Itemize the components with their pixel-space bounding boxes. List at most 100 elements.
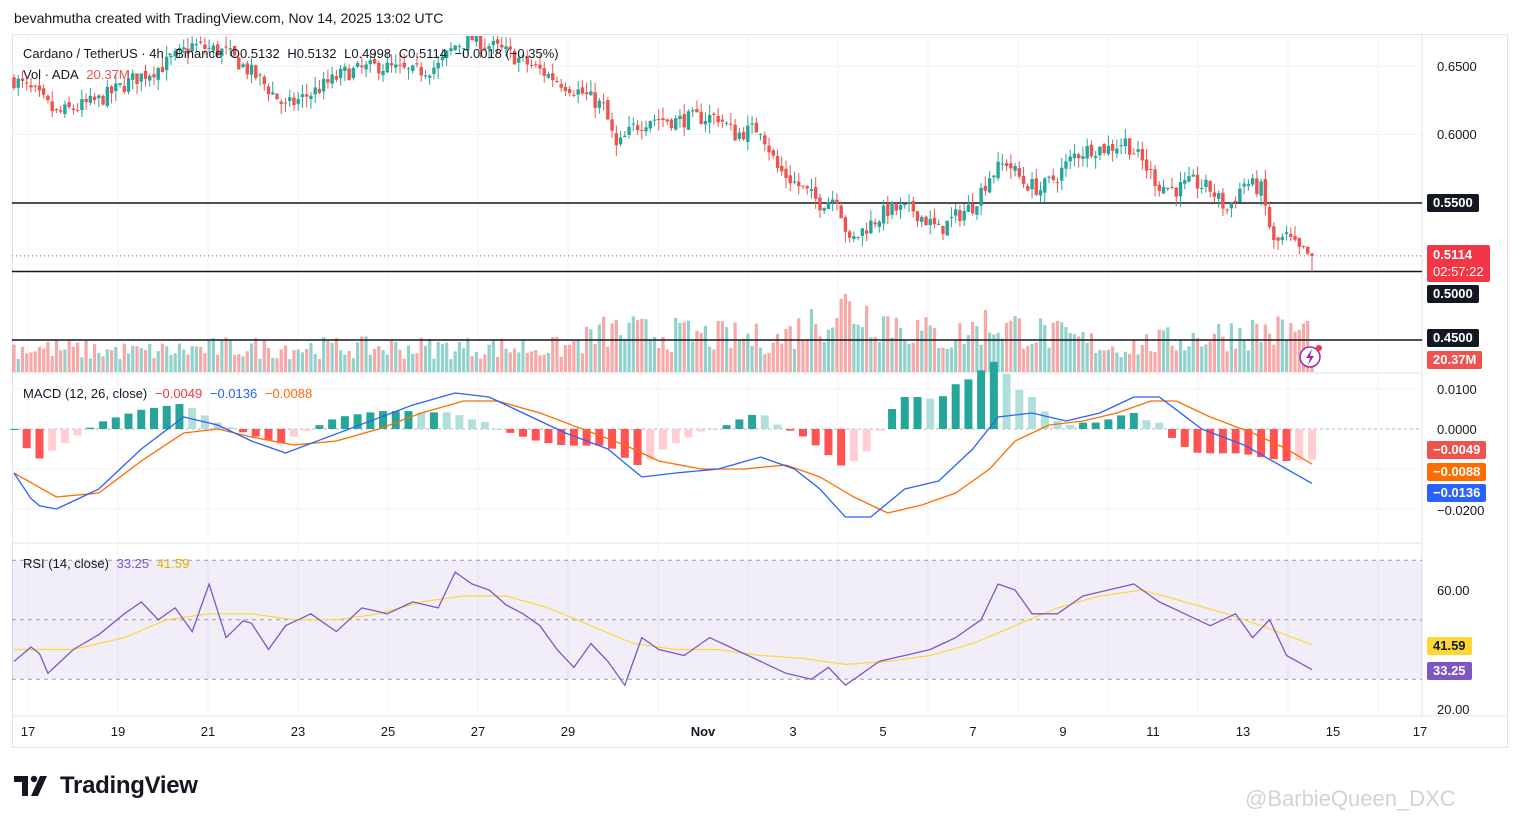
volume-bar xyxy=(249,343,254,372)
macd-histogram-bar xyxy=(137,409,146,429)
volume-bar xyxy=(283,345,288,372)
macd-tick: 0.0000 xyxy=(1437,422,1477,437)
volume-bar xyxy=(1077,336,1081,372)
candle-body xyxy=(249,64,254,75)
volume-bar xyxy=(169,354,173,372)
candle-body xyxy=(737,132,742,139)
volume-bar xyxy=(585,326,589,372)
volume-bar xyxy=(16,358,20,372)
tradingview-logo[interactable]: TradingView xyxy=(14,772,198,800)
volume-bar xyxy=(860,327,864,372)
volume-bar xyxy=(241,356,245,372)
candle-body xyxy=(444,50,449,59)
macd-signal-pill: −0.0088 xyxy=(1427,463,1487,481)
time-tick: 29 xyxy=(560,724,576,739)
candle-body xyxy=(237,57,241,70)
volume-bar xyxy=(674,317,678,372)
candle-body xyxy=(555,80,559,82)
volume-bar xyxy=(610,323,614,372)
candle-body xyxy=(975,206,979,215)
candle-body xyxy=(703,120,708,125)
candle-body xyxy=(131,73,135,80)
macd-histogram-bar xyxy=(289,429,298,437)
candle-body xyxy=(958,210,962,222)
volume-bar xyxy=(1267,333,1272,372)
volume-bar xyxy=(1111,346,1115,372)
candle-body xyxy=(576,89,580,95)
volume-bar xyxy=(84,340,88,372)
chart-frame[interactable] xyxy=(12,34,1508,748)
candle-body xyxy=(864,230,869,234)
macd-histogram-bar xyxy=(1295,429,1304,461)
macd-histogram-bar xyxy=(1206,429,1215,454)
volume-bar xyxy=(1119,357,1123,372)
volume-bar xyxy=(105,349,109,372)
candle-body xyxy=(1013,165,1017,171)
candle-body xyxy=(432,67,436,74)
candle-body xyxy=(716,115,720,123)
volume-label[interactable]: Vol · ADA xyxy=(23,67,79,82)
volume-bar xyxy=(97,352,101,372)
volume-bar xyxy=(139,348,143,372)
candle-body xyxy=(232,45,237,56)
volume-bar xyxy=(741,338,746,372)
candle-body xyxy=(618,137,623,145)
candle-body xyxy=(962,210,966,221)
candle-body xyxy=(1026,185,1030,191)
volume-bar xyxy=(109,350,114,372)
volume-bar xyxy=(177,343,182,372)
candle-body xyxy=(572,94,576,96)
volume-bar xyxy=(1140,345,1144,372)
rsi-title[interactable]: RSI (14, close) xyxy=(23,556,109,571)
volume-bar xyxy=(669,352,674,372)
bar-countdown: 02:57:22 xyxy=(1433,264,1484,279)
macd-histogram-bar xyxy=(10,429,18,430)
candle-body xyxy=(309,95,313,100)
volume-bar xyxy=(216,354,220,372)
macd-hist-value: −0.0049 xyxy=(154,386,203,401)
macd-histogram-bar xyxy=(353,414,362,429)
macd-histogram-bar xyxy=(824,429,833,456)
candle-body xyxy=(678,115,682,120)
volume-bar xyxy=(1272,344,1276,372)
volume-bar xyxy=(508,352,512,372)
level-label: 0.4500 xyxy=(1427,329,1479,347)
candle-body xyxy=(1187,176,1191,182)
macd-signal-line xyxy=(13,400,1313,514)
candle-body xyxy=(724,122,729,124)
volume-bar xyxy=(576,340,580,372)
close-value: C0.5114 xyxy=(398,46,447,61)
volume-bar xyxy=(156,351,160,372)
candle-body xyxy=(198,41,203,43)
candle-body xyxy=(177,47,182,51)
volume-bar xyxy=(865,305,869,372)
candle-body xyxy=(1123,138,1128,147)
macd-histogram-bar xyxy=(1142,420,1151,429)
time-tick: 17 xyxy=(1412,724,1428,739)
volume-bar xyxy=(1051,322,1055,372)
price-tick: 0.6500 xyxy=(1437,59,1477,74)
volume-bar xyxy=(186,354,190,372)
macd-title[interactable]: MACD (12, 26, close) xyxy=(23,386,148,401)
volume-bar xyxy=(767,352,771,372)
volume-bar xyxy=(1251,319,1255,372)
volume-bar xyxy=(317,359,322,372)
candle-body xyxy=(805,185,809,189)
volume-bar xyxy=(1306,320,1310,372)
macd-histogram-bar xyxy=(480,421,489,429)
macd-histogram-bar xyxy=(1040,411,1049,429)
candle-body xyxy=(1255,178,1259,195)
macd-histogram-bar xyxy=(1257,429,1266,458)
symbol-label[interactable]: Cardano / TetherUS · 4h · Binance xyxy=(23,46,223,61)
macd-histogram-bar xyxy=(493,429,502,430)
macd-histogram-bar xyxy=(709,429,718,430)
macd-histogram-bar xyxy=(1180,429,1189,447)
volume-bar xyxy=(262,339,266,372)
volume-bar xyxy=(190,346,194,372)
macd-histogram-bar xyxy=(519,429,528,437)
candle-body xyxy=(987,178,992,193)
volume-bar xyxy=(623,338,627,372)
candle-body xyxy=(529,65,534,67)
volume-bar xyxy=(1187,346,1191,372)
